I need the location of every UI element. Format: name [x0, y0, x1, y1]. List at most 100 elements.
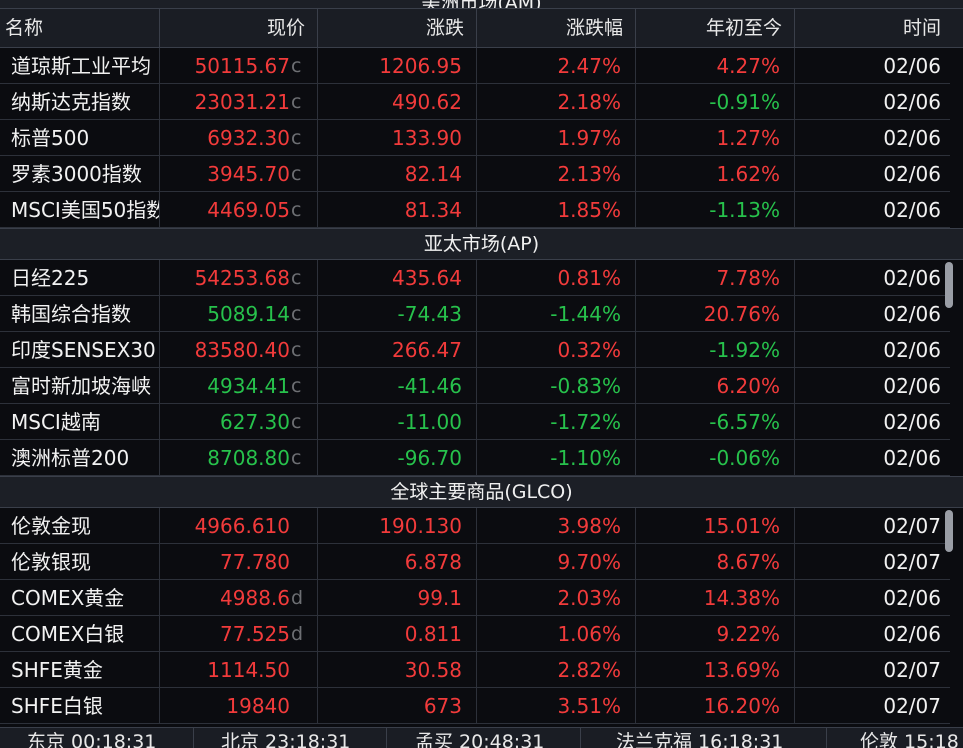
price-change: -41.46	[397, 374, 462, 398]
last-price: 3945.70	[207, 162, 290, 186]
quote-time: 02/07	[883, 514, 941, 538]
price-change: 190.130	[379, 514, 462, 538]
row-divider	[0, 119, 950, 120]
percent-change: -1.44%	[550, 302, 621, 326]
price-flag	[291, 688, 307, 724]
section-scrollbar-thumb[interactable]	[945, 262, 953, 308]
percent-change: 3.98%	[557, 514, 621, 538]
ytd-change: -1.92%	[709, 338, 780, 362]
quote-row[interactable]: 纳斯达克指数 23031.21 c 490.62 2.18% -0.91% 02/06	[0, 84, 963, 120]
quote-row[interactable]: 伦敦金现 4966.610 190.130 3.98% 15.01% 02/07	[0, 508, 963, 544]
quote-time: 02/06	[883, 622, 941, 646]
percent-change: 0.81%	[557, 266, 621, 290]
quote-row[interactable]: 富时新加坡海峡 4934.41 c -41.46 -0.83% 6.20% 02/06	[0, 368, 963, 404]
col-header-time[interactable]: 时间	[902, 17, 941, 39]
percent-change: 1.85%	[557, 198, 621, 222]
quote-time: 02/07	[883, 658, 941, 682]
column-divider	[159, 508, 160, 724]
row-divider	[0, 227, 950, 228]
ytd-change: 13.69%	[703, 658, 780, 682]
clock-divider	[580, 728, 581, 748]
col-header-pct[interactable]: 涨跌幅	[477, 9, 636, 47]
quote-time: 02/07	[883, 550, 941, 574]
quote-row[interactable]: COMEX白银 77.525 d 0.811 1.06% 9.22% 02/06	[0, 616, 963, 652]
ytd-change: 1.62%	[716, 162, 780, 186]
clock-beijing: 北京 23:18:31	[221, 731, 351, 748]
instrument-name: SHFE黄金	[11, 658, 103, 682]
percent-change: 0.32%	[557, 338, 621, 362]
column-divider	[635, 508, 636, 724]
quote-row[interactable]: 标普500 6932.30 c 133.90 1.97% 1.27% 02/06	[0, 120, 963, 156]
world-clock-bar: 东京 00:18:31 北京 23:18:31 孟买 20:48:31 法兰克福…	[0, 727, 963, 748]
quote-row[interactable]: 澳洲标普200 8708.80 c -96.70 -1.10% -0.06% 02/06	[0, 440, 963, 476]
price-flag: c	[291, 55, 302, 77]
instrument-name: 纳斯达克指数	[11, 90, 131, 114]
column-divider	[635, 48, 636, 228]
quote-row[interactable]: 日经225 54253.68 c 435.64 0.81% 7.78% 02/06	[0, 260, 963, 296]
percent-change: 2.82%	[557, 658, 621, 682]
last-price: 627.30	[220, 410, 290, 434]
quote-time: 02/06	[883, 54, 941, 78]
quote-row[interactable]: MSCI美国50指数 4469.05 c 81.34 1.85% -1.13% 02/06	[0, 192, 963, 228]
price-change: 435.64	[392, 266, 462, 290]
price-flag	[291, 508, 307, 544]
instrument-name: 伦敦金现	[11, 514, 91, 538]
col-header-change[interactable]: 涨跌	[318, 9, 477, 47]
quote-row[interactable]: 韩国综合指数 5089.14 c -74.43 -1.44% 20.76% 02/06	[0, 296, 963, 332]
last-price: 77.525	[220, 622, 290, 646]
quote-time: 02/06	[883, 338, 941, 362]
price-flag: c	[291, 163, 302, 185]
column-divider	[794, 48, 795, 228]
quote-row[interactable]: COMEX黄金 4988.6 d 99.1 2.03% 14.38% 02/06	[0, 580, 963, 616]
last-price: 1114.50	[207, 658, 290, 682]
quote-time: 02/06	[883, 198, 941, 222]
ytd-change: -1.13%	[709, 198, 780, 222]
quote-row[interactable]: SHFE黄金 1114.50 30.58 2.82% 13.69% 02/07	[0, 652, 963, 688]
percent-change: 3.51%	[557, 694, 621, 718]
row-divider	[0, 403, 950, 404]
column-divider	[317, 48, 318, 228]
clock-divider	[826, 728, 827, 748]
price-flag: c	[291, 303, 302, 325]
quote-row[interactable]: 罗素3000指数 3945.70 c 82.14 2.13% 1.62% 02/06	[0, 156, 963, 192]
instrument-name: 澳洲标普200	[11, 446, 130, 470]
clock-london: 伦敦 15:18	[860, 731, 959, 748]
row-divider	[0, 687, 950, 688]
quote-time: 02/06	[883, 586, 941, 610]
clock-tokyo: 东京 00:18:31	[27, 731, 157, 748]
last-price: 23031.21	[194, 90, 290, 114]
row-divider	[0, 651, 950, 652]
clock-divider	[386, 728, 387, 748]
quote-row[interactable]: SHFE白银 19840 673 3.51% 16.20% 02/07	[0, 688, 963, 724]
quote-time: 02/06	[883, 374, 941, 398]
quote-row[interactable]: 印度SENSEX30 83580.40 c 266.47 0.32% -1.92% 02/0…	[0, 332, 963, 368]
col-header-name[interactable]: 名称	[0, 9, 160, 47]
col-header-ytd[interactable]: 年初至今	[636, 9, 795, 47]
row-divider	[0, 723, 950, 724]
price-flag: c	[291, 199, 302, 221]
quote-row[interactable]: 伦敦银现 77.780 6.878 9.70% 8.67% 02/07	[0, 544, 963, 580]
quote-row[interactable]: MSCI越南 627.30 c -11.00 -1.72% -6.57% 02/06	[0, 404, 963, 440]
ytd-change: -0.91%	[709, 90, 780, 114]
instrument-name: 富时新加坡海峡	[11, 374, 151, 398]
section-header-americas: 美洲市场(AM)	[0, 0, 963, 9]
column-divider	[476, 48, 477, 228]
clock-mumbai: 孟买 20:48:31	[415, 731, 545, 748]
last-price: 19840	[226, 694, 290, 718]
percent-change: -0.83%	[550, 374, 621, 398]
row-divider	[0, 579, 950, 580]
col-header-price[interactable]: 现价	[160, 9, 318, 47]
price-flag: d	[291, 623, 304, 645]
section-header-1: 亚太市场(AP)	[0, 228, 963, 260]
row-divider	[0, 543, 950, 544]
price-change: 1206.95	[379, 54, 462, 78]
section-scrollbar-thumb[interactable]	[945, 510, 953, 552]
instrument-name: MSCI美国50指数	[11, 198, 159, 222]
row-divider	[0, 83, 950, 84]
quote-row[interactable]: 道琼斯工业平均 50115.67 c 1206.95 2.47% 4.27% 02/06	[0, 48, 963, 84]
price-change: 99.1	[417, 586, 462, 610]
price-flag: c	[291, 411, 302, 433]
price-flag: c	[291, 127, 302, 149]
price-change: 0.811	[404, 622, 462, 646]
row-divider	[0, 295, 950, 296]
